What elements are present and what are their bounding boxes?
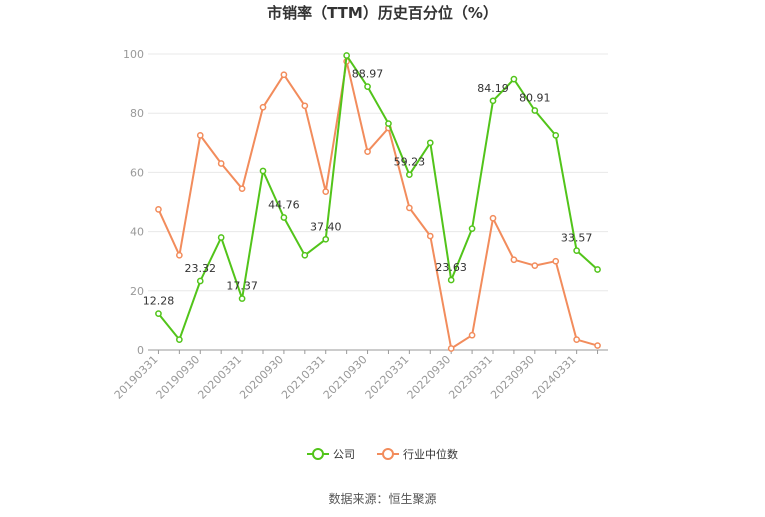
x-tick-label: 20230930: [488, 353, 537, 402]
legend-item[interactable]: 公司: [307, 446, 355, 462]
x-tick-label: 20240331: [530, 353, 579, 402]
data-point: [489, 97, 497, 105]
x-tick-label: 20210331: [279, 353, 328, 402]
data-point: [364, 148, 371, 156]
data-point: [594, 266, 601, 273]
data-point: [176, 251, 183, 259]
data-point: [510, 75, 518, 83]
data-label: 17.37: [226, 280, 258, 293]
data-labels: 12.28 23.32 17.37 44.76 37.40 88.97 59.23 23.63…: [143, 68, 593, 308]
data-point: [176, 336, 183, 343]
data-point: [447, 345, 455, 352]
data-point: [468, 331, 476, 339]
data-point: [322, 235, 330, 243]
x-tick-label: 20190930: [154, 353, 203, 402]
series-lines: [155, 52, 601, 352]
legend-label: 公司: [333, 448, 355, 461]
source-note: 数据来源：恒生聚源: [328, 492, 437, 506]
data-point: [406, 171, 413, 179]
data-point: [196, 277, 204, 285]
data-point: [322, 188, 330, 195]
data-point: [280, 71, 288, 79]
data-point: [510, 256, 518, 264]
grid-lines: [148, 53, 608, 292]
data-point: [301, 102, 309, 110]
legend-swatch: [307, 448, 329, 460]
data-point: [217, 234, 225, 241]
data-label: 44.76: [268, 199, 300, 212]
data-label: 80.91: [519, 92, 551, 105]
legend-swatch-marker: [312, 448, 324, 460]
data-point: [259, 167, 267, 175]
x-tick-label: 20220930: [405, 353, 454, 402]
data-point: [217, 160, 225, 167]
data-point: [238, 295, 246, 302]
data-point: [468, 225, 476, 232]
data-label: 33.57: [561, 232, 593, 245]
data-point: [447, 276, 455, 284]
data-point: [531, 262, 539, 269]
data-point: [531, 107, 539, 114]
data-point: [573, 247, 580, 254]
data-point: [364, 83, 371, 90]
data-point: [594, 342, 601, 349]
data-label: 12.28: [143, 295, 175, 308]
legend-label: 行业中位数: [403, 448, 458, 461]
y-tick-label: 80: [130, 107, 144, 120]
data-point: [552, 132, 560, 139]
data-point: [426, 139, 434, 147]
data-point: [552, 257, 560, 265]
data-point: [196, 132, 204, 139]
data-point: [155, 310, 162, 318]
x-tick-label: 20200930: [237, 353, 286, 402]
y-tick-label: 0: [137, 344, 144, 357]
data-point: [489, 214, 497, 222]
series-line: [157, 60, 598, 350]
y-tick-label: 60: [130, 166, 144, 179]
y-tick-label: 20: [130, 285, 144, 298]
data-label: 37.40: [310, 220, 342, 233]
legend-swatch-marker: [382, 448, 394, 460]
y-tick-label: 100: [123, 48, 144, 61]
data-label: 23.63: [435, 261, 467, 274]
data-point: [259, 103, 267, 111]
data-point: [426, 232, 434, 240]
data-point: [385, 120, 392, 127]
x-tick-label: 20230331: [446, 353, 495, 402]
data-point: [238, 185, 246, 193]
data-point: [280, 214, 288, 221]
x-tick-label: 20200331: [195, 353, 244, 402]
data-point: [301, 251, 309, 259]
data-label: 23.32: [185, 262, 217, 275]
series-line: [157, 54, 599, 341]
x-tick-label: 20190331: [112, 353, 161, 402]
legend: 公司 行业中位数: [0, 446, 765, 462]
data-point: [573, 336, 580, 343]
data-point: [406, 204, 413, 212]
chart-title: 市销率（TTM）历史百分位（%）: [267, 4, 498, 22]
x-tick-label: 20220331: [363, 353, 412, 402]
y-tick-label: 40: [130, 226, 144, 239]
data-label: 59.23: [394, 156, 426, 169]
legend-swatch: [377, 448, 399, 460]
data-point: [343, 52, 350, 59]
legend-item[interactable]: 行业中位数: [377, 446, 458, 462]
data-point: [155, 206, 162, 213]
data-label: 84.19: [477, 82, 509, 95]
x-tick-label: 20210930: [321, 353, 370, 402]
data-label: 88.97: [352, 68, 384, 81]
